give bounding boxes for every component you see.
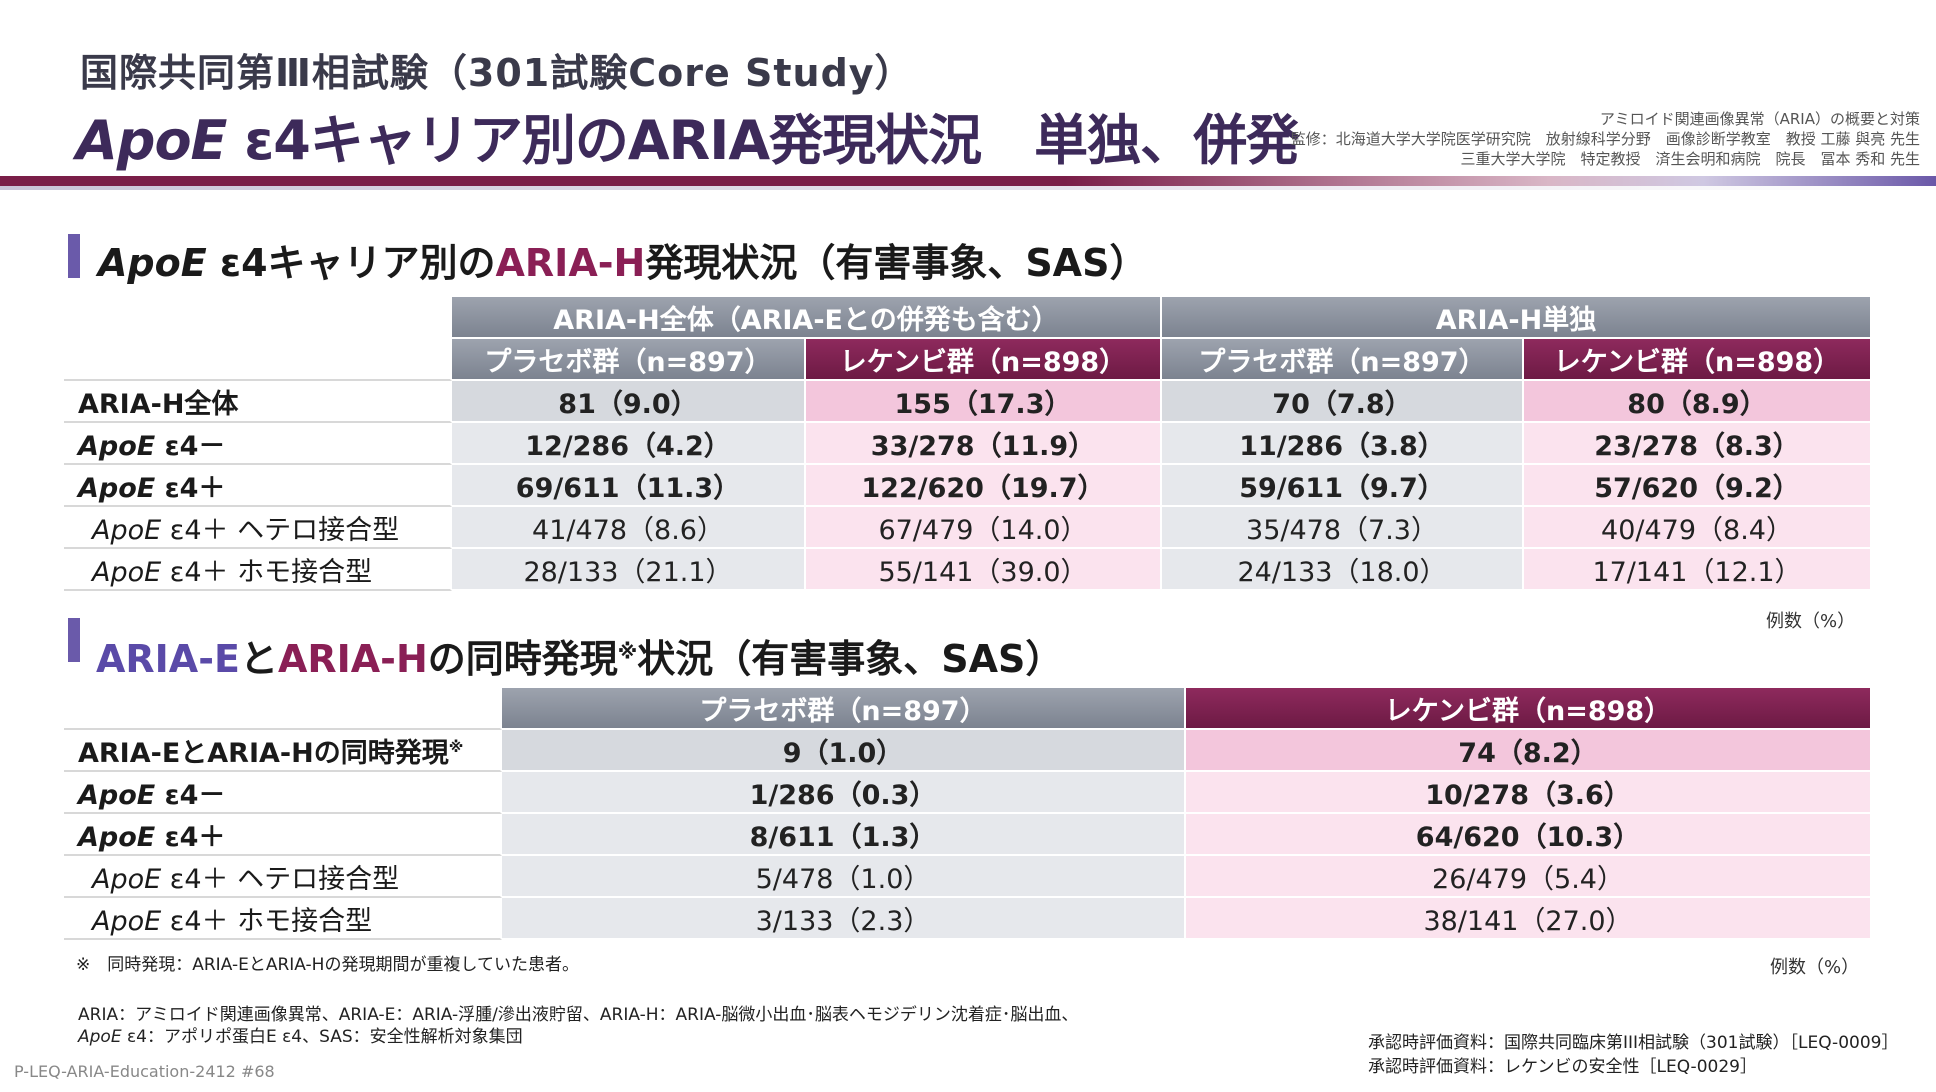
table-row: ApoE ε4＋ ホモ接合型 28/133（21.1） 55/141（39.0）… bbox=[64, 549, 1872, 591]
table-row: ApoE ε4＋ ホモ接合型 3/133（2.3） 38/141（27.0） bbox=[64, 898, 1872, 940]
section1-title: ApoE ε4キャリア別のARIA-H発現状況（有害事象、SAS） bbox=[98, 232, 1147, 287]
table-cell: 155（17.3） bbox=[806, 381, 1162, 423]
table-cell: 10/278（3.6） bbox=[1186, 772, 1872, 814]
table-cell: 38/141（27.0） bbox=[1186, 898, 1872, 940]
row-label: ARIA-H全体 bbox=[64, 381, 452, 423]
reference-2: 承認時評価資料：レケンビの安全性［LEQ-0029］ bbox=[1368, 1057, 1757, 1077]
page-title: ApoE ε4キャリア別のARIA発現状況 単独、併発 bbox=[76, 96, 1300, 175]
table-cell: 3/133（2.3） bbox=[502, 898, 1186, 940]
table-cell: 122/620（19.7） bbox=[806, 465, 1162, 507]
table-cell: 17/141（12.1） bbox=[1524, 549, 1872, 591]
table-cell: 5/478（1.0） bbox=[502, 856, 1186, 898]
table-cell: 59/611（9.7） bbox=[1162, 465, 1524, 507]
col-header-placebo: プラセボ群（n=897） bbox=[1162, 339, 1524, 381]
table-row: ApoE ε4－ 1/286（0.3） 10/278（3.6） bbox=[64, 772, 1872, 814]
row-label: ApoE ε4＋ bbox=[64, 814, 502, 856]
table-row: ApoE ε4＋ 8/611（1.3） 64/620（10.3） bbox=[64, 814, 1872, 856]
header-band-shadow bbox=[0, 186, 1936, 190]
header-band bbox=[0, 176, 1936, 186]
table-cell: 74（8.2） bbox=[1186, 730, 1872, 772]
table-cell: 28/133（21.1） bbox=[452, 549, 806, 591]
table-cell: 9（1.0） bbox=[502, 730, 1186, 772]
table-row: ApoE ε4＋ ヘテロ接合型 41/478（8.6） 67/479（14.0）… bbox=[64, 507, 1872, 549]
credit-line-3: 三重大学大学院 特定教授 済生会明和病院 院長 冨本 秀和 先生 bbox=[1460, 150, 1920, 168]
table-cell: 33/278（11.9） bbox=[806, 423, 1162, 465]
section2-marker bbox=[68, 618, 80, 662]
col-header-lecanemab: レケンビ群（n=898） bbox=[1524, 339, 1872, 381]
table-cell: 12/286（4.2） bbox=[452, 423, 806, 465]
credit-line-1: アミロイド関連画像異常（ARIA）の概要と対策 bbox=[1599, 110, 1920, 128]
pre-title: 国際共同第Ⅲ相試験（301試験Core Study） bbox=[80, 51, 914, 95]
section2-title: ARIA-EとARIA-Hの同時発現※状況（有害事象、SAS） bbox=[96, 637, 1064, 681]
row-label: ApoE ε4＋ ヘテロ接合型 bbox=[64, 507, 452, 549]
table-cell: 41/478（8.6） bbox=[452, 507, 806, 549]
row-label: ARIA-EとARIA-Hの同時発現※ bbox=[64, 730, 502, 772]
title-apoe: ApoE bbox=[76, 109, 227, 172]
table-cell: 69/611（11.3） bbox=[452, 465, 806, 507]
table-row: ApoE ε4＋ 69/611（11.3） 122/620（19.7） 59/6… bbox=[64, 465, 1872, 507]
s1-title-c: 発現状況（有害事象、SAS） bbox=[645, 241, 1148, 285]
table-row: ApoE ε4＋ ヘテロ接合型 5/478（1.0） 26/479（5.4） bbox=[64, 856, 1872, 898]
row-label: ApoE ε4＋ ホモ接合型 bbox=[64, 549, 452, 591]
row-label: ApoE ε4－ bbox=[64, 772, 502, 814]
table-cell: 67/479（14.0） bbox=[806, 507, 1162, 549]
document-code: P-LEQ-ARIA-Education-2412 #68 bbox=[14, 1062, 275, 1081]
unit-label-2: 例数（%） bbox=[1770, 957, 1860, 978]
col-header-placebo: プラセボ群（n=897） bbox=[502, 688, 1186, 730]
footnote: ※ 同時発現：ARIA-EとARIA-Hの発現期間が重複していた患者。 bbox=[76, 955, 579, 975]
table-row: ARIA-EとARIA-Hの同時発現※ 9（1.0） 74（8.2） bbox=[64, 730, 1872, 772]
s1-title-b: ARIA-H bbox=[495, 241, 646, 285]
row-label: ApoE ε4＋ bbox=[64, 465, 452, 507]
title-rest: ε4キャリア別のARIA発現状況 単独、併発 bbox=[226, 109, 1300, 172]
group-header-aria-h-all: ARIA-H全体（ARIA-Eとの併発も含む） bbox=[452, 297, 1162, 339]
col-header-placebo: プラセボ群（n=897） bbox=[452, 339, 806, 381]
section1-marker bbox=[68, 234, 80, 278]
row-label: ApoE ε4＋ ヘテロ接合型 bbox=[64, 856, 502, 898]
reference-1: 承認時評価資料：国際共同臨床第III相試験（301試験）［LEQ-0009］ bbox=[1368, 1033, 1899, 1053]
table-cell: 64/620（10.3） bbox=[1186, 814, 1872, 856]
row-label: ApoE ε4－ bbox=[64, 423, 452, 465]
table-cell: 55/141（39.0） bbox=[806, 549, 1162, 591]
credit-line-2: 監修：北海道大学大学院医学研究院 放射線科学分野 画像診断学教室 教授 工藤 與… bbox=[1290, 130, 1920, 148]
abbreviations-1: ARIA：アミロイド関連画像異常、ARIA-E：ARIA-浮腫/滲出液貯留、AR… bbox=[78, 1005, 1079, 1025]
row-label: ApoE ε4＋ ホモ接合型 bbox=[64, 898, 502, 940]
table-cell: 35/478（7.3） bbox=[1162, 507, 1524, 549]
aria-h-table: ARIA-H全体（ARIA-Eとの併発も含む） ARIA-H単独 プラセボ群（n… bbox=[64, 297, 1872, 591]
table-cell: 11/286（3.8） bbox=[1162, 423, 1524, 465]
table-cell: 8/611（1.3） bbox=[502, 814, 1186, 856]
empty-corner bbox=[64, 297, 452, 339]
empty-corner-2 bbox=[64, 339, 452, 381]
table-cell: 24/133（18.0） bbox=[1162, 549, 1524, 591]
table-cell: 23/278（8.3） bbox=[1524, 423, 1872, 465]
s1-title-apoe: ApoE bbox=[98, 241, 207, 285]
group-header-aria-h-alone: ARIA-H単独 bbox=[1162, 297, 1872, 339]
table-cell: 1/286（0.3） bbox=[502, 772, 1186, 814]
abbreviations-2: ApoE ε4：アポリポ蛋白E ε4、SAS：安全性解析対象集団 bbox=[78, 1027, 523, 1047]
table-row: ARIA-H全体 81（9.0） 155（17.3） 70（7.8） 80（8.… bbox=[64, 381, 1872, 423]
table-cell: 70（7.8） bbox=[1162, 381, 1524, 423]
col-header-lecanemab: レケンビ群（n=898） bbox=[806, 339, 1162, 381]
s1-title-a: ε4キャリア別の bbox=[206, 241, 496, 285]
table-cell: 26/479（5.4） bbox=[1186, 856, 1872, 898]
col-header-lecanemab: レケンビ群（n=898） bbox=[1186, 688, 1872, 730]
table-row: ApoE ε4－ 12/286（4.2） 33/278（11.9） 11/286… bbox=[64, 423, 1872, 465]
table-cell: 57/620（9.2） bbox=[1524, 465, 1872, 507]
aria-e-h-table: プラセボ群（n=897） レケンビ群（n=898） ARIA-EとARIA-Hの… bbox=[64, 688, 1872, 940]
unit-label-1: 例数（%） bbox=[1766, 611, 1856, 632]
table-cell: 81（9.0） bbox=[452, 381, 806, 423]
empty-corner bbox=[64, 688, 502, 730]
table-cell: 80（8.9） bbox=[1524, 381, 1872, 423]
table-cell: 40/479（8.4） bbox=[1524, 507, 1872, 549]
